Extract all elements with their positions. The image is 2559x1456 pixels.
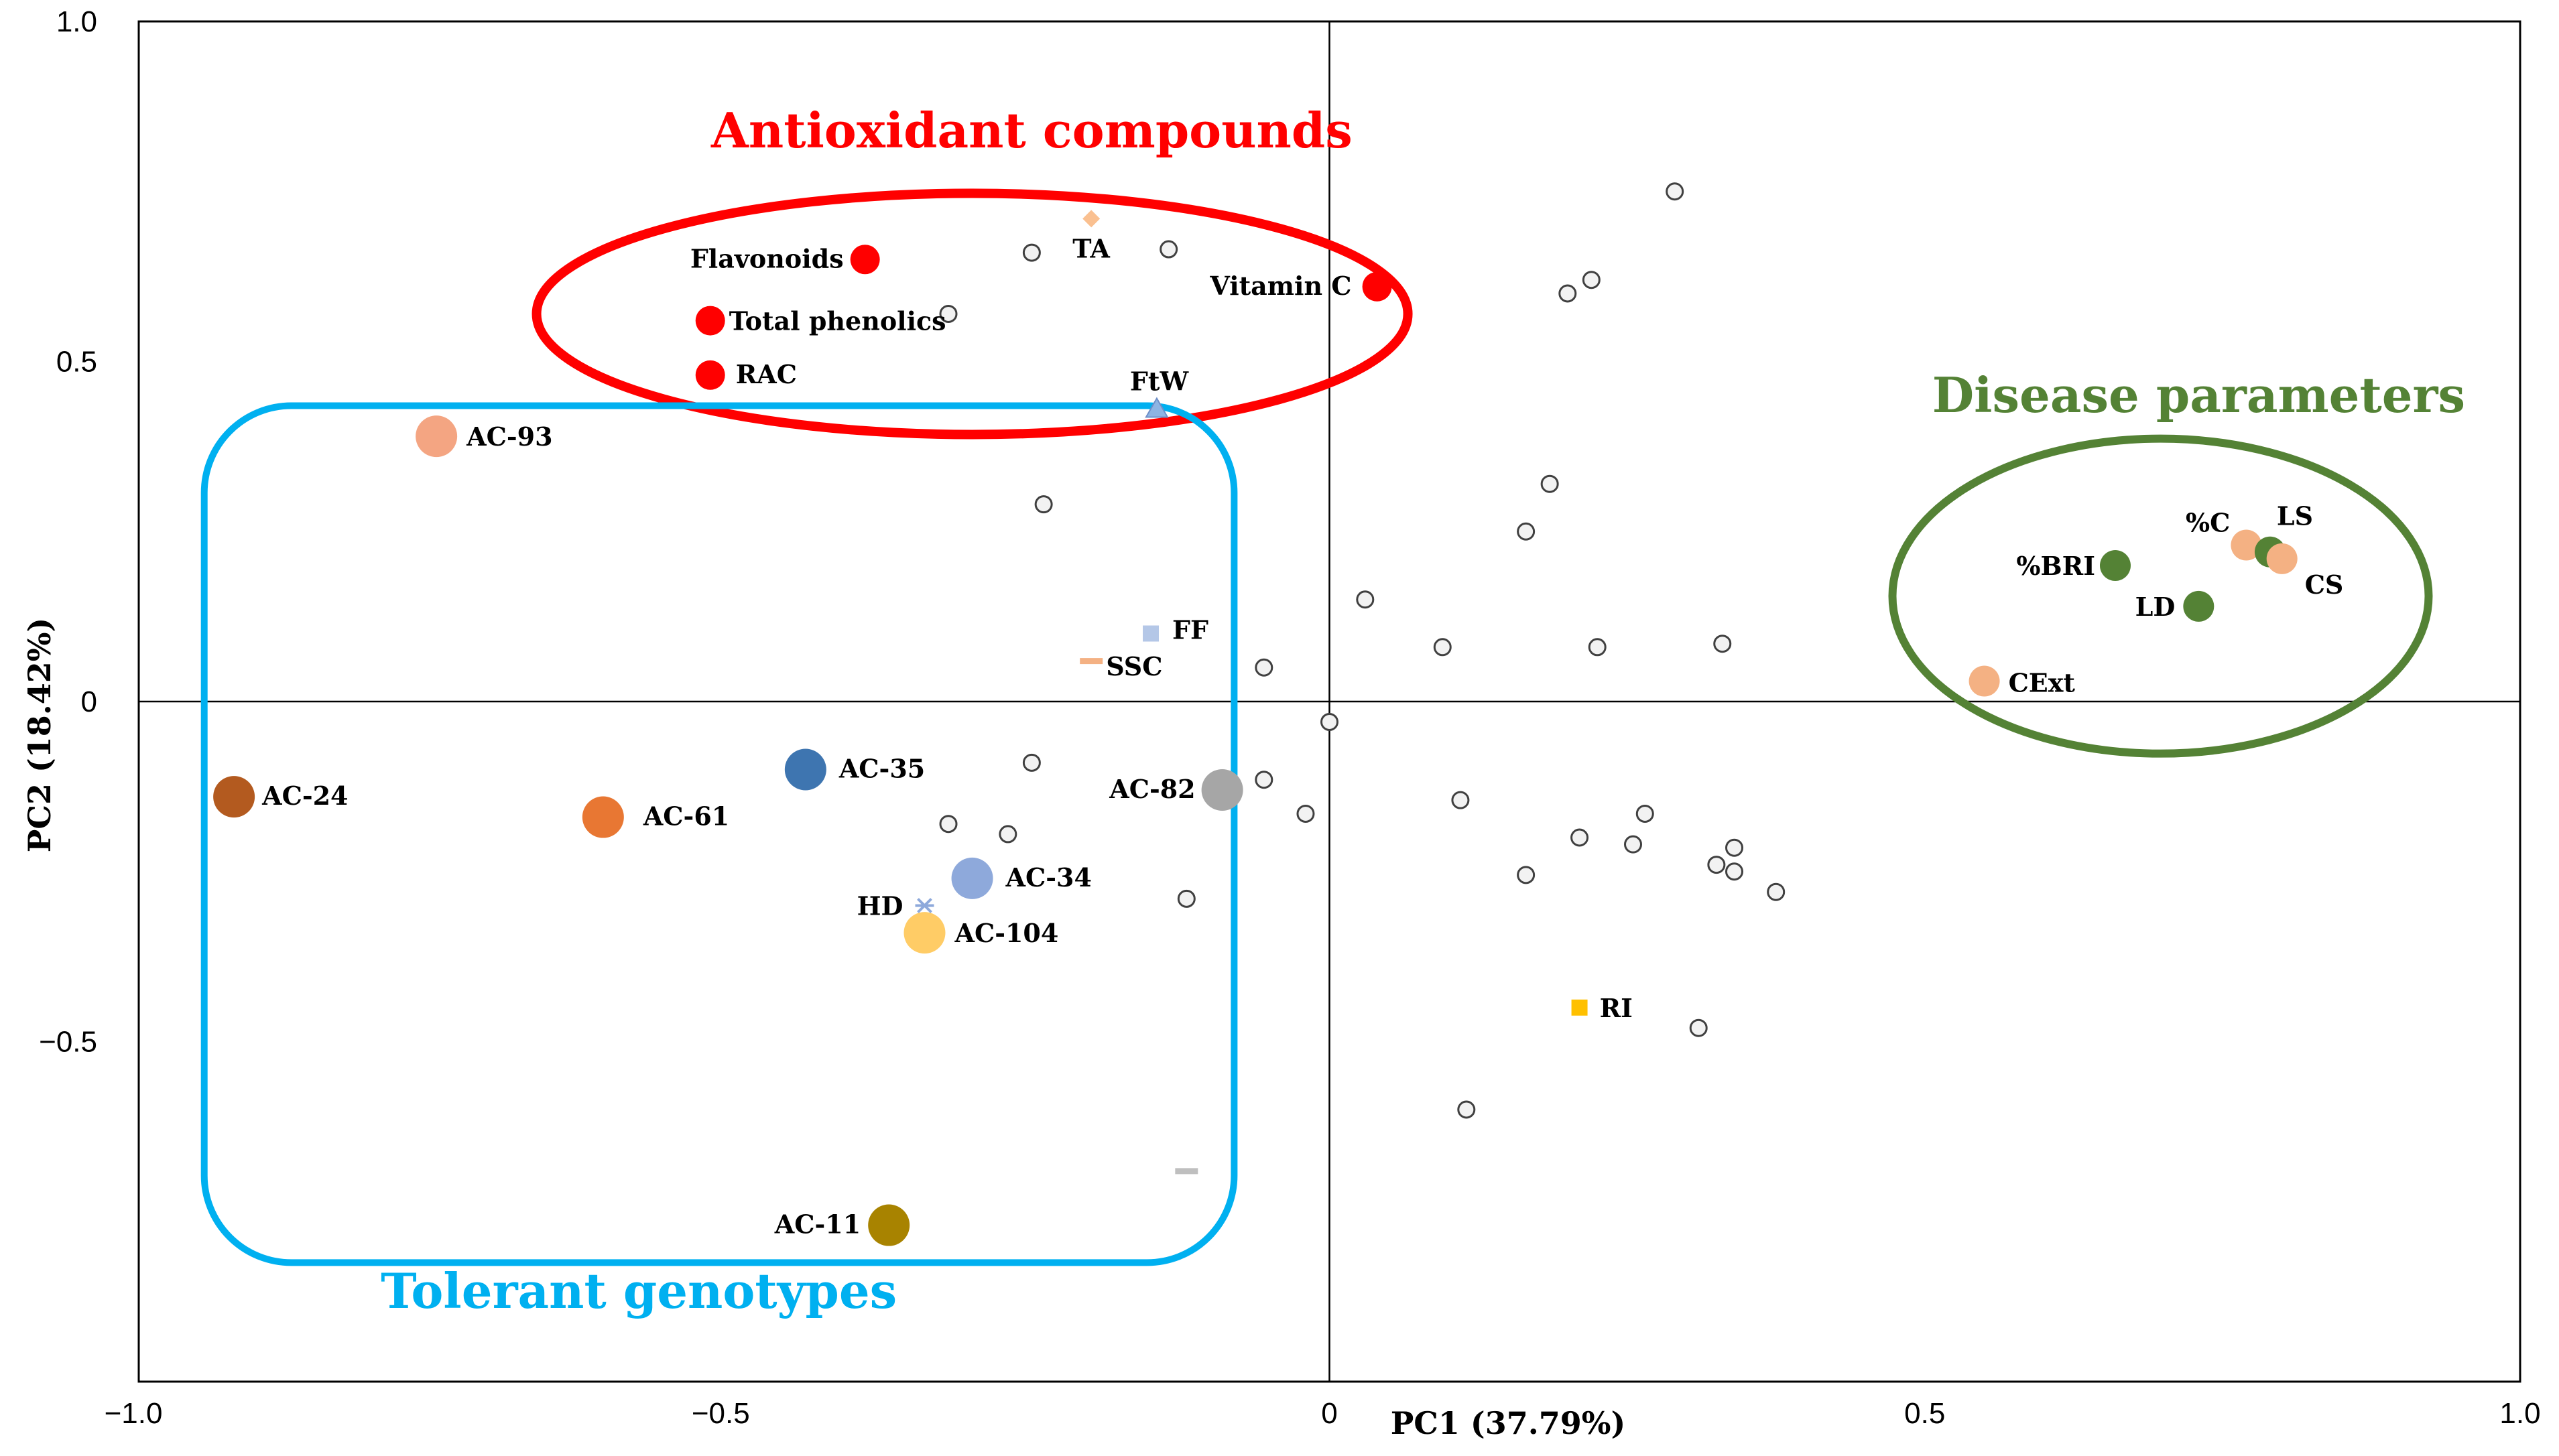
sample-point	[1357, 592, 1373, 608]
variable-point-ri	[1572, 1000, 1588, 1016]
genotype-label-ac-82: AC-82	[1109, 774, 1195, 804]
sample-point	[1667, 184, 1683, 200]
genotype-point-ac-104	[903, 912, 945, 953]
genotype-label-ac-93: AC-93	[466, 421, 552, 452]
sample-point	[1458, 1102, 1475, 1118]
sample-point	[1714, 636, 1731, 652]
variable-label-ta: TA	[1072, 233, 1110, 263]
sample-point	[1560, 285, 1576, 302]
y-tick-label: −0.5	[39, 1026, 97, 1059]
sample-point	[1322, 714, 1338, 730]
variable-point-ld	[2183, 591, 2214, 622]
pca-biplot: −1.0 −0.5 0 0.5 1.0 1.0 0.5 0 −0.5 PC1 (37.79%) PC…	[0, 0, 2559, 1456]
sample-point	[1542, 476, 1558, 492]
sample-point	[1727, 840, 1743, 856]
variable-point-ssc	[1080, 658, 1103, 664]
y-tick-label: 1.0	[56, 5, 97, 38]
variable-point-flavonoids	[851, 245, 880, 274]
genotype-point-ac-61	[582, 797, 624, 838]
tolerant-group-title: Tolerant genotypes	[381, 1262, 897, 1319]
genotype-point-ac-93	[416, 415, 457, 457]
x-tick-label: −1.0	[105, 1397, 163, 1430]
variable-label-rac: RAC	[736, 359, 797, 389]
genotype-label-ac-24: AC-24	[261, 781, 348, 811]
variable-label-hd: HD	[857, 891, 903, 921]
variable-label-ff: FF	[1172, 615, 1208, 645]
sample-point	[1256, 772, 1272, 788]
genotype-label-ac-104: AC-104	[954, 918, 1058, 948]
sample-point	[1178, 890, 1194, 907]
sample-point	[1036, 497, 1052, 513]
y-tick-label: 0.5	[56, 346, 97, 379]
sample-point	[1583, 272, 1599, 288]
variable-label-ftw: FtW	[1130, 367, 1190, 397]
variable-label-bri: %BRI	[2016, 551, 2095, 581]
x-axis-title: PC1 (37.79%)	[1391, 1405, 1626, 1441]
variable-point-bri	[2100, 550, 2131, 581]
variable-point-cext	[1969, 666, 2000, 697]
variable-label-total-phenolics: Total phenolics	[729, 306, 946, 336]
genotype-label-ac-34: AC-34	[1005, 862, 1092, 892]
variable-label-c: %C	[2186, 508, 2230, 538]
variable-label-vitamin-c: Vitamin C	[1209, 271, 1351, 301]
sample-point	[1727, 864, 1743, 880]
unlabeled-marker	[1175, 1168, 1198, 1174]
y-tick-label: 0	[81, 685, 97, 718]
sample-point	[1690, 1020, 1706, 1036]
x-tick-label: 1.0	[2499, 1397, 2540, 1430]
x-tick-label: −0.5	[692, 1397, 750, 1430]
variable-label-flavonoids: Flavonoids	[690, 243, 844, 273]
genotype-label-ac-61: AC-61	[643, 801, 729, 832]
genotype-label-ac-35: AC-35	[838, 754, 925, 784]
genotype-point-ac-34	[952, 858, 993, 899]
sample-point	[1298, 805, 1314, 821]
sample-point	[1637, 805, 1653, 821]
variable-point-vitamin-c	[1363, 272, 1392, 302]
x-tick-label: 0	[1321, 1397, 1337, 1430]
sample-point	[1625, 836, 1641, 852]
genotype-label-ac-11: AC-11	[774, 1209, 861, 1240]
genotype-point-ac-35	[785, 749, 826, 791]
sample-point	[1256, 659, 1272, 675]
disease-group-title: Disease parameters	[1932, 367, 2465, 423]
sample-point	[1518, 867, 1534, 883]
x-tick-label: 0.5	[1904, 1397, 1945, 1430]
genotype-point-ac-11	[868, 1205, 910, 1246]
sample-point	[940, 816, 956, 832]
genotype-point-ac-24	[213, 776, 255, 817]
variable-point-total-phenolics	[696, 306, 725, 336]
variable-label-ls: LS	[2277, 501, 2313, 531]
variable-label-ld: LD	[2135, 592, 2176, 622]
sample-point	[1161, 241, 1177, 257]
sample-point	[1452, 792, 1469, 808]
variable-label-ri: RI	[1600, 993, 1633, 1023]
variable-label-cext: CExt	[2009, 668, 2076, 698]
variable-point-cs	[2267, 543, 2298, 574]
y-axis-title: PC2 (18.42%)	[21, 618, 58, 853]
variable-point-rac	[696, 360, 725, 390]
sample-point	[1768, 884, 1784, 900]
sample-point	[1023, 754, 1040, 771]
sample-point	[1023, 245, 1040, 261]
variable-label-ssc: SSC	[1106, 651, 1162, 681]
sample-point	[1708, 857, 1725, 873]
sample-point	[1434, 639, 1450, 655]
variable-point-ff	[1143, 626, 1159, 642]
antioxidant-group-title: Antioxidant compounds	[710, 102, 1353, 159]
sample-point	[1572, 830, 1588, 846]
genotype-point-ac-82	[1202, 769, 1243, 811]
sample-point	[1518, 523, 1534, 539]
variable-label-cs: CS	[2305, 570, 2344, 600]
sample-point	[1589, 639, 1605, 655]
sample-point	[1000, 826, 1016, 842]
plot-background	[0, 0, 2559, 1456]
